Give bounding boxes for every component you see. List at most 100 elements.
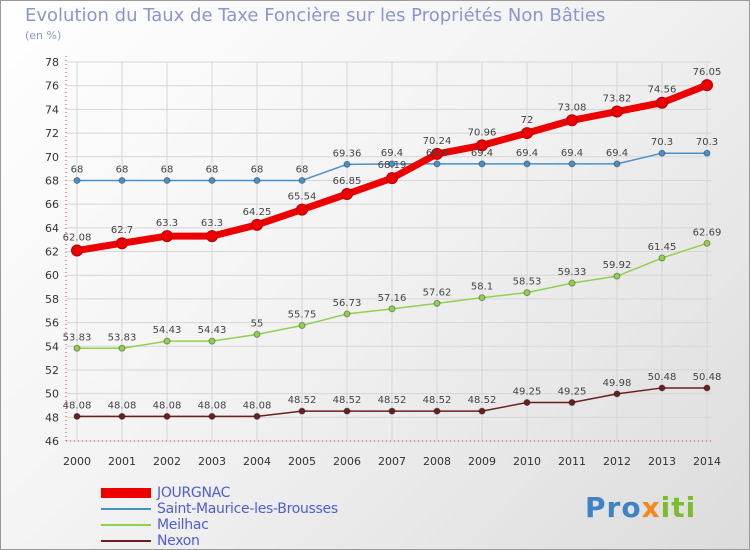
data-label-saint-maurice-les-brousses: 68 — [296, 164, 309, 175]
point-jourgnac — [701, 79, 713, 92]
point-saint-maurice-les-brousses — [298, 176, 306, 184]
data-label-jourgnac: 65.54 — [288, 192, 317, 203]
x-tick-label: 2014 — [693, 455, 721, 468]
point-nexon — [253, 412, 261, 420]
y-tick-label: 64 — [45, 222, 59, 235]
data-label-nexon: 48.08 — [63, 400, 92, 411]
legend-label-saint-maurice: Saint-Maurice-les-Brousses — [157, 501, 338, 517]
point-jourgnac — [296, 203, 308, 216]
x-tick-label: 2006 — [333, 455, 361, 468]
point-saint-maurice-les-brousses — [118, 176, 126, 184]
data-label-meilhac: 55 — [251, 318, 264, 329]
point-saint-maurice-les-brousses — [433, 160, 441, 168]
data-label-nexon: 50.48 — [648, 372, 677, 383]
data-label-jourgnac: 70.24 — [423, 136, 452, 147]
point-nexon — [208, 412, 216, 420]
point-saint-maurice-les-brousses — [568, 160, 576, 168]
point-jourgnac — [611, 105, 623, 118]
point-nexon — [388, 407, 396, 415]
data-label-nexon: 48.08 — [243, 400, 272, 411]
point-nexon — [523, 399, 531, 407]
point-jourgnac — [476, 139, 488, 152]
point-saint-maurice-les-brousses — [478, 160, 486, 168]
chart-title: Evolution du Taux de Taxe Foncière sur l… — [25, 5, 606, 26]
y-tick-label: 72 — [45, 127, 59, 140]
data-label-nexon: 49.98 — [603, 378, 632, 389]
data-label-saint-maurice-les-brousses: 69.4 — [471, 148, 493, 159]
point-meilhac — [703, 239, 711, 247]
point-saint-maurice-les-brousses — [703, 149, 711, 157]
data-label-jourgnac: 68.19 — [378, 160, 407, 171]
data-label-saint-maurice-les-brousses: 68 — [71, 164, 84, 175]
x-tick-label: 2013 — [648, 455, 676, 468]
y-tick-label: 78 — [45, 56, 59, 69]
data-label-saint-maurice-les-brousses: 68 — [116, 164, 129, 175]
legend-swatch-nexon — [101, 540, 151, 542]
point-saint-maurice-les-brousses — [343, 160, 351, 168]
data-label-meilhac: 54.43 — [198, 325, 227, 336]
x-tick-label: 2001 — [108, 455, 136, 468]
y-tick-label: 54 — [45, 340, 59, 353]
point-nexon — [433, 407, 441, 415]
x-tick-label: 2010 — [513, 455, 541, 468]
x-tick-label: 2004 — [243, 455, 271, 468]
data-label-nexon: 48.08 — [108, 400, 137, 411]
y-tick-label: 58 — [45, 293, 59, 306]
data-label-meilhac: 57.62 — [423, 287, 452, 298]
point-jourgnac — [116, 237, 128, 250]
data-label-nexon: 48.52 — [423, 395, 452, 406]
data-label-meilhac: 62.69 — [693, 227, 722, 238]
data-labels: 68 68 68 68 68 68 69.36 69.4 69.4 69.4 69.4 69.4 69.… — [63, 67, 722, 411]
x-tick-label: 2000 — [63, 455, 91, 468]
data-label-saint-maurice-les-brousses: 68 — [206, 164, 219, 175]
data-label-nexon: 48.52 — [333, 395, 362, 406]
point-meilhac — [343, 310, 351, 318]
x-tick-label: 2012 — [603, 455, 631, 468]
point-meilhac — [388, 305, 396, 313]
data-label-jourgnac: 66.85 — [333, 176, 362, 187]
data-label-saint-maurice-les-brousses: 69.4 — [381, 148, 403, 159]
point-nexon — [478, 407, 486, 415]
point-jourgnac — [71, 244, 83, 257]
data-label-jourgnac: 76.05 — [693, 67, 722, 78]
y-tick-label: 52 — [45, 364, 59, 377]
data-label-nexon: 48.08 — [153, 400, 182, 411]
point-jourgnac — [656, 96, 668, 109]
y-tick-label: 74 — [45, 103, 59, 116]
data-label-saint-maurice-les-brousses: 68 — [251, 164, 264, 175]
y-tick-label: 68 — [45, 174, 59, 187]
data-label-nexon: 50.48 — [693, 372, 722, 383]
data-label-saint-maurice-les-brousses: 68 — [161, 164, 174, 175]
x-tick-label: 2008 — [423, 455, 451, 468]
point-nexon — [343, 407, 351, 415]
point-saint-maurice-les-brousses — [163, 176, 171, 184]
data-label-jourgnac: 70.96 — [468, 127, 497, 138]
point-nexon — [658, 384, 666, 392]
data-label-jourgnac: 73.08 — [558, 102, 587, 113]
y-tick-label: 60 — [45, 269, 59, 282]
proxiti-logo: Proxiti — [585, 491, 697, 524]
point-jourgnac — [161, 230, 173, 243]
data-label-nexon: 48.52 — [378, 395, 407, 406]
legend-label-meilhac: Meilhac — [157, 517, 209, 533]
point-jourgnac — [251, 218, 263, 231]
data-label-meilhac: 56.73 — [333, 298, 362, 309]
point-saint-maurice-les-brousses — [388, 160, 396, 168]
data-label-meilhac: 57.16 — [378, 293, 407, 304]
y-tick-label: 66 — [45, 198, 59, 211]
point-meilhac — [73, 344, 81, 352]
data-label-nexon: 49.25 — [558, 387, 587, 398]
x-tick-label: 2007 — [378, 455, 406, 468]
y-tick-label: 50 — [45, 388, 59, 401]
point-meilhac — [523, 289, 531, 297]
data-label-meilhac: 58.1 — [471, 282, 493, 293]
point-nexon — [703, 384, 711, 392]
point-saint-maurice-les-brousses — [253, 176, 261, 184]
point-meilhac — [478, 294, 486, 302]
data-label-jourgnac: 63.3 — [201, 218, 223, 229]
data-label-meilhac: 54.43 — [153, 325, 182, 336]
x-tick-label: 2009 — [468, 455, 496, 468]
point-saint-maurice-les-brousses — [73, 176, 81, 184]
